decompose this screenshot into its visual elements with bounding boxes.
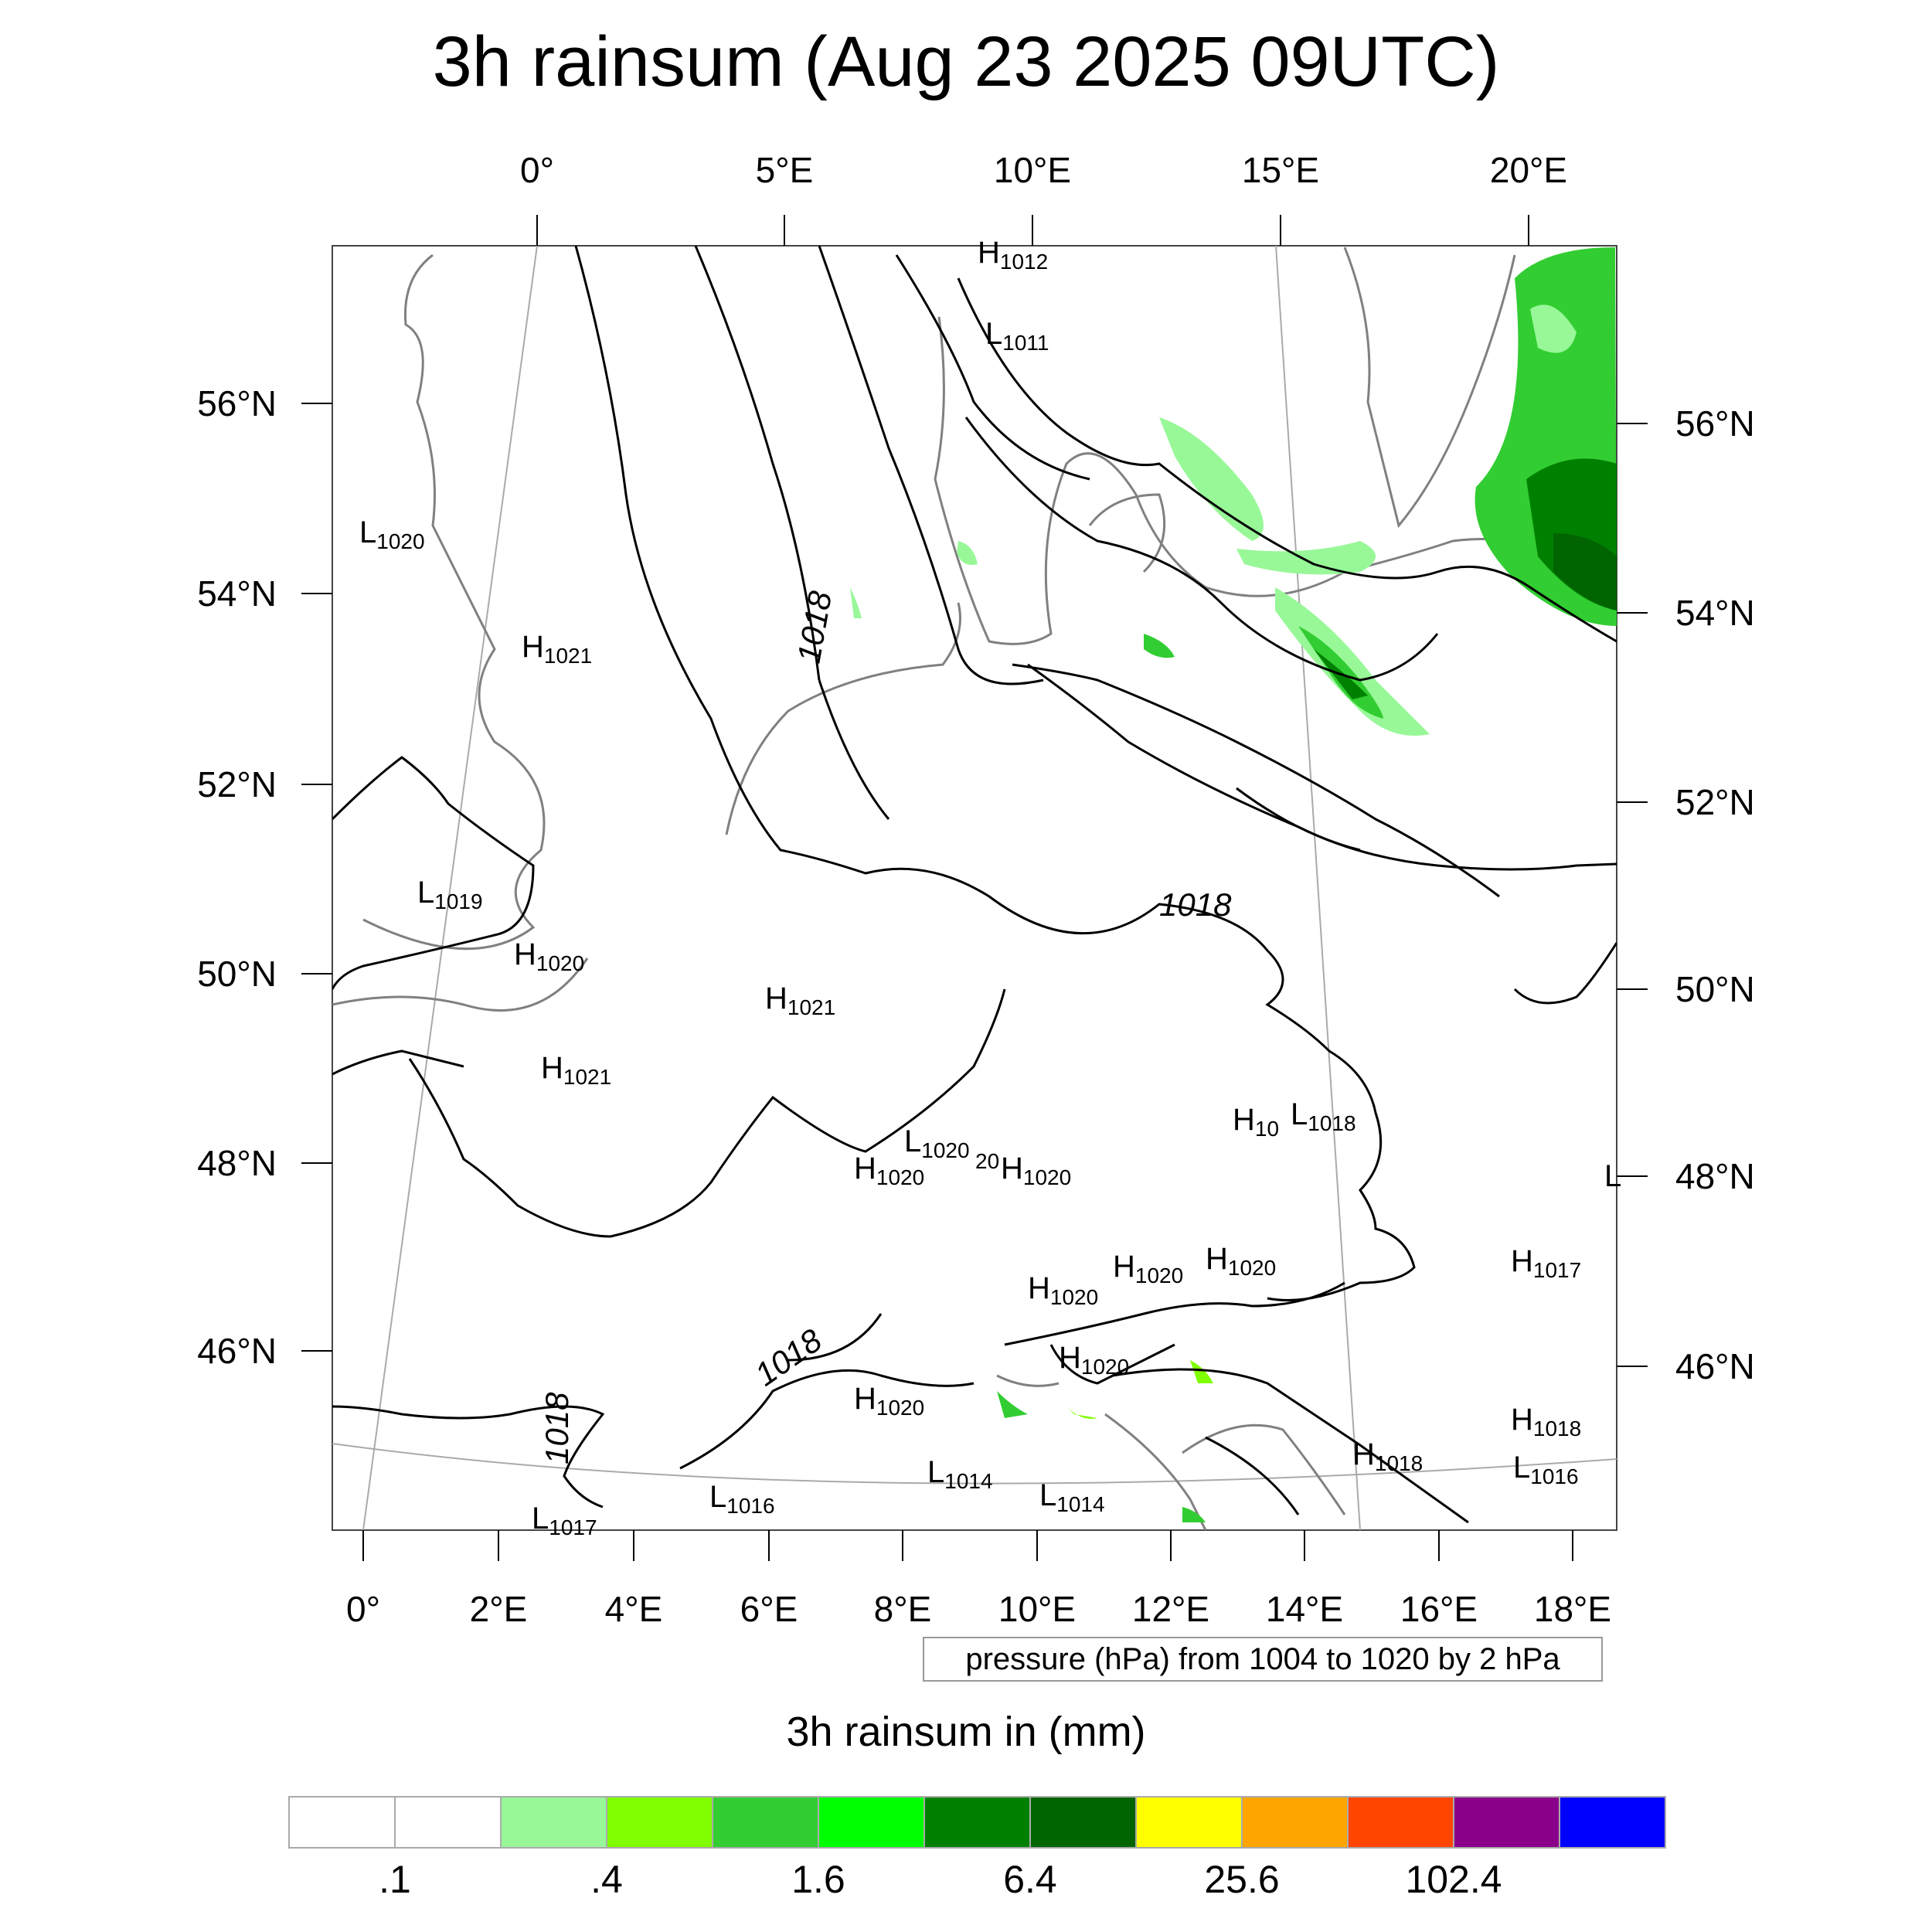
rain-field <box>850 247 1617 1522</box>
pressure-center-high: H1020 <box>1113 1250 1183 1287</box>
colorbar-swatch <box>923 1796 1031 1849</box>
pressure-center-high: H1012 <box>978 236 1048 274</box>
isobars <box>332 246 1617 1524</box>
top-lon-label: 0° <box>520 150 554 190</box>
left-lat-label: 56°N <box>197 383 277 423</box>
coastlines <box>332 247 1617 1530</box>
pressure-center-high: H1020 <box>1001 1151 1071 1189</box>
pressure-center-low: L1017 <box>532 1502 597 1539</box>
colorbar-swatch <box>712 1796 819 1849</box>
colorbar-swatch <box>1135 1796 1243 1849</box>
colorbar-label: 25.6 <box>1204 1858 1279 1901</box>
contour-info-box: pressure (hPa) from 1004 to 1020 by 2 hP… <box>923 1637 1603 1682</box>
pressure-center-low: L1011 <box>985 317 1049 355</box>
bottom-lon-label: 18°E <box>1534 1589 1611 1629</box>
colorbar-swatch <box>1241 1796 1349 1849</box>
top-lon-label: 10°E <box>994 150 1071 190</box>
pressure-center-low: L1020 <box>904 1124 970 1162</box>
pressure-center-low: L1018 <box>1291 1097 1356 1135</box>
bottom-lon-label: 8°E <box>874 1589 932 1629</box>
pressure-center-high: H1020 <box>514 937 584 975</box>
map-title: 3h rainsum (Aug 23 2025 09UTC) <box>432 22 1500 101</box>
colorbar-swatch <box>394 1796 502 1849</box>
pressure-center-high: H1021 <box>765 981 835 1019</box>
colorbar-title: 3h rainsum in (mm) <box>786 1709 1146 1755</box>
pressure-center-high: H1020 <box>854 1151 924 1189</box>
bottom-lon-label: 16°E <box>1400 1589 1478 1629</box>
colorbar-label: 1.6 <box>791 1858 845 1901</box>
colorbar-swatch <box>1453 1796 1560 1849</box>
colorbar-label: 102.4 <box>1405 1858 1502 1901</box>
pressure-center-high: H1018 <box>1352 1437 1423 1475</box>
left-lat-label: 46°N <box>197 1331 277 1371</box>
pressure-center-high: H1021 <box>522 630 592 668</box>
bottom-lon-label: 4°E <box>605 1589 663 1629</box>
top-lon-label: 5°E <box>756 150 814 190</box>
bottom-lon-label: 12°E <box>1132 1589 1209 1629</box>
right-lat-label: 50°N <box>1675 969 1755 1009</box>
colorbar-swatch <box>818 1796 925 1849</box>
pressure-center-high: H1020 <box>1206 1242 1276 1280</box>
pressure-center-low: L1016 <box>709 1480 775 1518</box>
pressure-center-low: L <box>1604 1159 1621 1193</box>
pressure-center-high: H1020 <box>854 1382 924 1420</box>
bottom-lon-label: 10°E <box>998 1589 1076 1629</box>
isobar-label: 1018 <box>1159 886 1232 923</box>
left-lat-label: 54°N <box>197 573 277 614</box>
bottom-lon-label: 0° <box>346 1589 380 1629</box>
pressure-center-high: H1021 <box>541 1051 611 1089</box>
pressure-center-high: H10 <box>1233 1103 1279 1141</box>
pressure-center-low: L1014 <box>1039 1478 1105 1516</box>
colorbar-label: 6.4 <box>1003 1858 1057 1901</box>
colorbar-swatch <box>500 1796 607 1849</box>
pressure-center-label: 20 <box>975 1149 999 1173</box>
top-lon-label: 20°E <box>1490 150 1567 190</box>
colorbar-swatch <box>1029 1796 1137 1849</box>
colorbar-swatch <box>606 1796 713 1849</box>
pressure-center-high: H1020 <box>1028 1271 1098 1309</box>
pressure-center-high: H1020 <box>1059 1341 1129 1379</box>
right-lat-label: 52°N <box>1675 782 1755 822</box>
left-lat-label: 52°N <box>197 764 277 804</box>
left-lat-label: 48°N <box>197 1143 277 1183</box>
right-lat-label: 56°N <box>1675 403 1755 444</box>
bottom-lon-label: 14°E <box>1266 1589 1343 1629</box>
right-lat-label: 48°N <box>1675 1156 1755 1196</box>
right-lat-label: 54°N <box>1675 593 1755 633</box>
colorbar: .1 .4 1.6 6.4 25.6 102.4 <box>288 1796 1666 1901</box>
colorbar-label: .4 <box>590 1858 623 1901</box>
bottom-lon-label: 6°E <box>740 1589 798 1629</box>
left-lat-label: 50°N <box>197 954 277 994</box>
pressure-center-low: L1014 <box>927 1455 993 1493</box>
colorbar-swatch <box>1559 1796 1666 1849</box>
pressure-center-low: L1020 <box>359 515 425 553</box>
colorbar-swatch <box>1347 1796 1454 1849</box>
pressure-center-low: L1016 <box>1513 1451 1579 1488</box>
pressure-center-low: L1019 <box>417 876 483 913</box>
right-lat-label: 46°N <box>1675 1346 1755 1386</box>
pressure-center-high: H1017 <box>1511 1244 1581 1282</box>
tick-marks <box>301 215 1648 1561</box>
top-lon-label: 15°E <box>1242 150 1319 190</box>
isobar-label: 1018 <box>539 1392 575 1464</box>
colorbar-label: .1 <box>379 1858 411 1901</box>
colorbar-swatch <box>288 1796 396 1849</box>
graticule <box>332 246 1617 1530</box>
bottom-lon-label: 2°E <box>470 1589 528 1629</box>
pressure-center-high: H1018 <box>1511 1403 1581 1440</box>
